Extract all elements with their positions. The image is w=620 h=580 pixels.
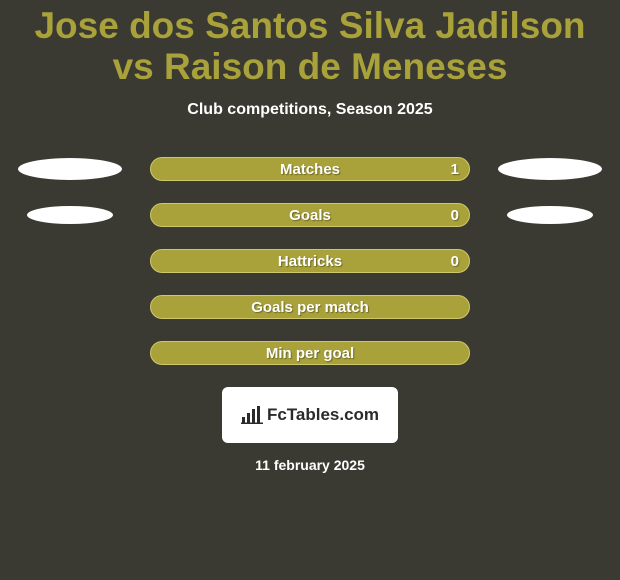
stat-bar: Hattricks 0	[150, 249, 470, 273]
barchart-icon	[241, 406, 263, 424]
stat-value: 0	[451, 207, 459, 224]
value-ellipse	[27, 206, 113, 224]
date: 11 february 2025	[0, 457, 620, 473]
stat-value: 1	[451, 161, 459, 178]
stat-label: Matches	[280, 161, 340, 178]
stat-bar: Goals per match	[150, 295, 470, 319]
stat-label: Min per goal	[266, 345, 354, 362]
stat-bar: Min per goal	[150, 341, 470, 365]
stat-label: Hattricks	[278, 253, 342, 270]
stat-bar: Matches 1	[150, 157, 470, 181]
value-ellipse	[498, 158, 602, 180]
subtitle: Club competitions, Season 2025	[0, 101, 620, 119]
stat-label: Goals	[289, 207, 331, 224]
stat-rows: Matches 1 Goals 0 Hattricks 0 Goals per match M…	[0, 157, 620, 365]
stat-row: Hattricks 0	[0, 249, 620, 273]
stat-row: Goals 0	[0, 203, 620, 227]
stat-label: Goals per match	[251, 299, 369, 316]
logo-text: FcTables.com	[267, 405, 379, 425]
title: Jose dos Santos Silva Jadilson vs Raison…	[0, 0, 620, 87]
stats-card: Jose dos Santos Silva Jadilson vs Raison…	[0, 0, 620, 580]
stat-row: Goals per match	[0, 295, 620, 319]
stat-value: 0	[451, 253, 459, 270]
logo-box: FcTables.com	[222, 387, 398, 443]
value-ellipse	[507, 206, 593, 224]
stat-row: Min per goal	[0, 341, 620, 365]
value-ellipse	[18, 158, 122, 180]
stat-bar: Goals 0	[150, 203, 470, 227]
stat-row: Matches 1	[0, 157, 620, 181]
